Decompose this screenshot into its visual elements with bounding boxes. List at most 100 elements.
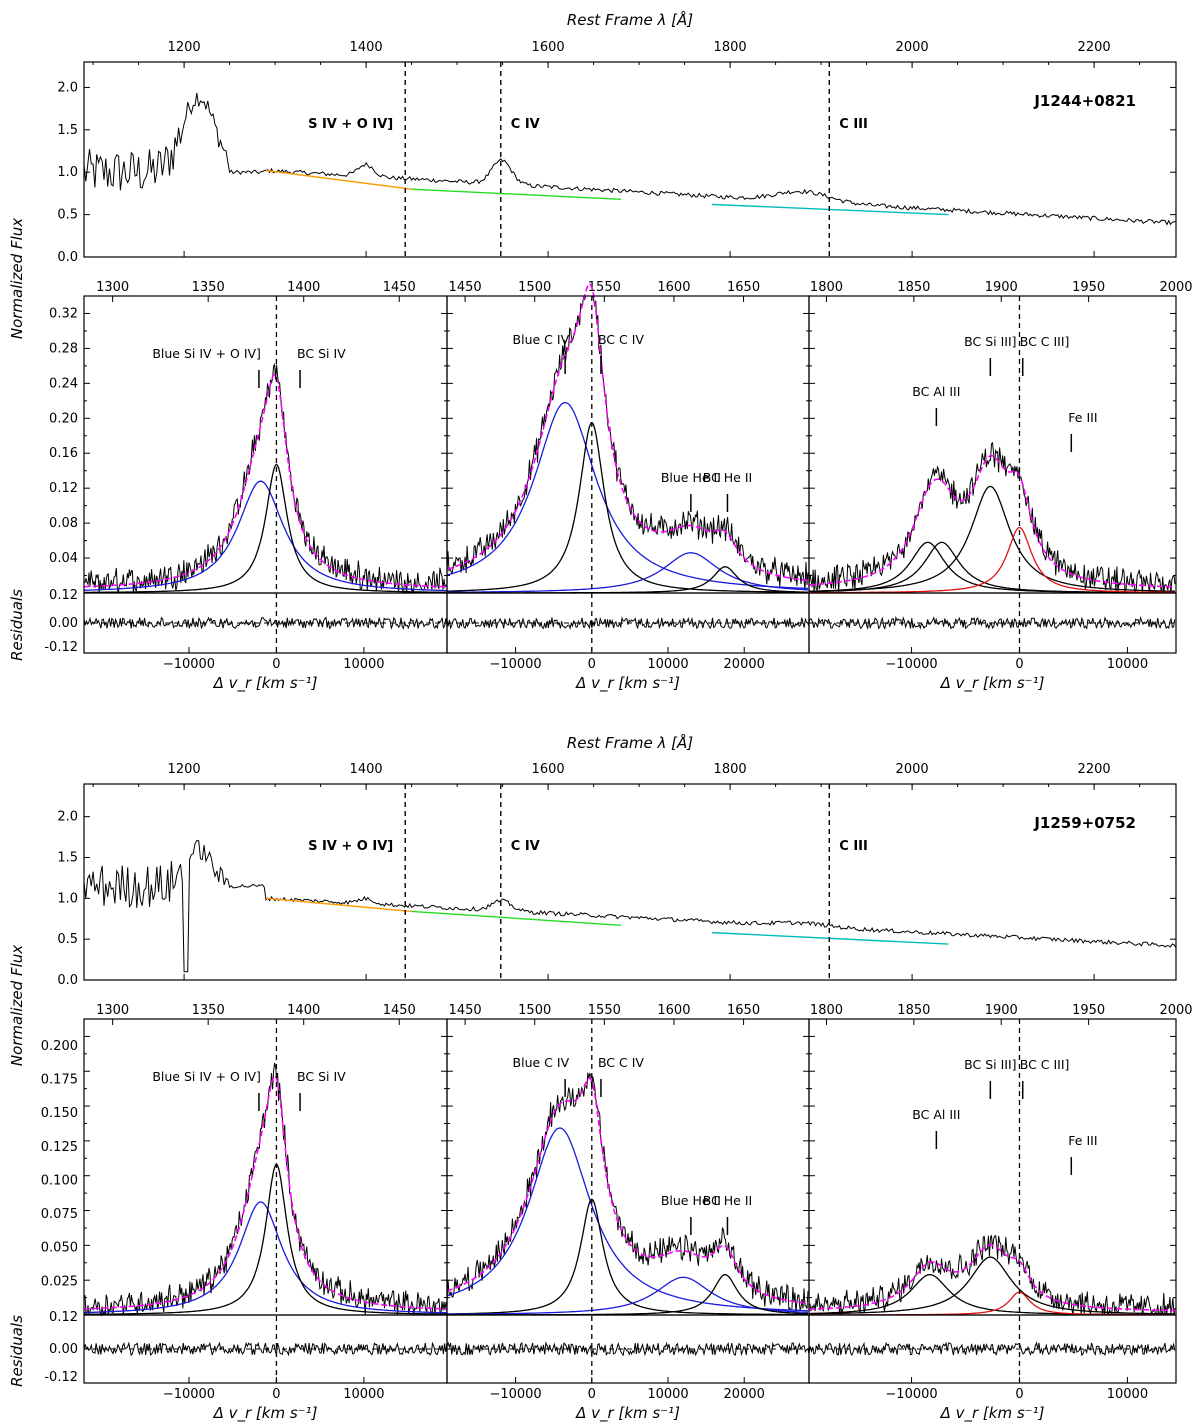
wavelength-tick-label: 1450 xyxy=(449,1003,482,1018)
velocity-tick-label: 10000 xyxy=(647,1387,688,1402)
residual-frame xyxy=(808,592,1177,654)
velocity-tick-label: 20000 xyxy=(724,657,765,672)
component-bc-si-iii- xyxy=(809,1256,1175,1315)
wavelength-tick-label: 1550 xyxy=(588,1003,621,1018)
zoom-panel-CIV: 1450 1500 1550 1600 1650 Blue C IV BC C IV Blue… xyxy=(446,280,810,693)
wavelength-tick-label: 1500 xyxy=(518,1003,551,1018)
wavelength-tick-label: 1800 xyxy=(810,280,843,295)
velocity-tick-label: 0 xyxy=(1015,657,1023,672)
wavelength-tick-label: 1550 xyxy=(588,280,621,295)
y-axis-label: Normalized Flux xyxy=(8,218,26,339)
overview-y-tick-label: 2.0 xyxy=(57,80,78,95)
residual-curve xyxy=(446,616,810,630)
component-bc-c-iv xyxy=(447,1198,808,1316)
top-tick-label: 1600 xyxy=(532,762,565,777)
overview-frame xyxy=(83,61,1177,258)
quasar-name: J1259+0752 xyxy=(1033,814,1136,832)
flux-tick-label: 0.04 xyxy=(49,551,78,566)
top-tick-label: 1200 xyxy=(168,762,201,777)
top-tick-label: 2200 xyxy=(1078,40,1111,55)
flux-tick-label: 0.175 xyxy=(41,1073,78,1088)
residual-tick-label: 0.00 xyxy=(49,616,78,631)
top-tick-label: 1800 xyxy=(714,762,747,777)
velocity-tick-label: 0 xyxy=(272,1387,280,1402)
observed-spectrum xyxy=(83,362,448,594)
velocity-tick-label: −10000 xyxy=(885,1387,937,1402)
overview-y-tick-label: 1.5 xyxy=(57,123,78,138)
residual-tick-label: -0.12 xyxy=(44,640,78,655)
wavelength-tick-label: 1850 xyxy=(897,280,930,295)
line-annotation: Fe III xyxy=(1068,1133,1097,1148)
line-annotation: BC C IV xyxy=(598,1055,644,1070)
continuum-fit-2 xyxy=(411,188,621,201)
component-bc-he-ii xyxy=(447,1274,809,1316)
flux-tick-label: 0.200 xyxy=(41,1039,78,1054)
zoom-frame xyxy=(83,295,448,594)
overview-y-tick-label: 2.0 xyxy=(57,810,78,825)
y-axis-label: Normalized Flux xyxy=(8,945,26,1066)
flux-tick-label: 0.24 xyxy=(49,376,78,391)
flux-tick-label: 0.08 xyxy=(49,516,78,531)
total-fit xyxy=(446,282,809,582)
velocity-axis-label: Δ v_r [km s⁻¹] xyxy=(575,674,680,693)
line-annotation: BC He II xyxy=(703,1193,753,1208)
component-blue-si-iv---o-iv- xyxy=(83,1201,447,1314)
observed-spectrum xyxy=(808,1234,1176,1316)
overview-y-tick-label: 0.5 xyxy=(57,932,78,947)
total-fit xyxy=(84,1075,448,1310)
overview-y-tick-label: 0.0 xyxy=(57,250,78,265)
residual-curve xyxy=(446,1341,810,1357)
residual-curve xyxy=(808,615,1176,631)
velocity-tick-label: 0 xyxy=(1015,1387,1023,1402)
residual-tick-label: 0.12 xyxy=(49,1310,78,1325)
top-tick-label: 2200 xyxy=(1078,762,1111,777)
wavelength-tick-label: 1300 xyxy=(96,280,129,295)
residual-curve xyxy=(83,616,448,630)
zoom-panel-CIII: 1800 1850 1900 1950 2000 BC Al III BC Si III] B… xyxy=(808,280,1193,693)
flux-tick-label: 0.150 xyxy=(41,1106,78,1121)
component-bc xyxy=(84,463,447,594)
component-bc-c-iii- xyxy=(809,526,1175,594)
region-label: S IV + O IV] xyxy=(308,117,393,132)
zoom-panel-CIV: 1450 1500 1550 1600 1650 Blue C IV BC C IV Blue… xyxy=(446,1003,810,1423)
total-fit xyxy=(84,373,447,588)
top-tick-label: 1800 xyxy=(714,40,747,55)
component-bc xyxy=(84,1163,447,1315)
flux-tick-label: 0.12 xyxy=(49,481,78,496)
top-tick-label: 2000 xyxy=(896,40,929,55)
top-tick-label: 1400 xyxy=(350,762,383,777)
line-annotation: BC Si IV xyxy=(297,1069,346,1084)
velocity-axis-label: Δ v_r [km s⁻¹] xyxy=(213,1404,318,1423)
line-annotation: Fe III xyxy=(1068,410,1097,425)
wavelength-tick-label: 1600 xyxy=(657,1003,690,1018)
line-annotation: BC Al III xyxy=(912,384,960,399)
wavelength-tick-label: 2000 xyxy=(1159,1003,1192,1018)
velocity-axis-label: Δ v_r [km s⁻¹] xyxy=(940,1404,1045,1423)
observed-spectrum xyxy=(808,441,1176,594)
velocity-tick-label: 20000 xyxy=(724,1387,765,1402)
top-tick-label: 2000 xyxy=(896,762,929,777)
wavelength-tick-label: 1650 xyxy=(727,1003,760,1018)
flux-tick-label: 0.100 xyxy=(41,1173,78,1188)
wavelength-tick-label: 1400 xyxy=(287,1003,320,1018)
zoom-panel-SiIV: 1300 1350 1400 1450 0.04 0.08 0.12 0.16 0.20 0.24… xyxy=(49,280,448,693)
figure-block-1: Rest Frame λ [Å] 1200 1400 1600 1800 2000 2200… xyxy=(8,10,1193,693)
wavelength-tick-label: 1950 xyxy=(1072,280,1105,295)
flux-tick-label: 0.125 xyxy=(41,1140,78,1155)
overview-y-tick-label: 0.5 xyxy=(57,208,78,223)
line-annotation: BC Si III] xyxy=(964,1057,1016,1072)
wavelength-tick-label: 1900 xyxy=(985,280,1018,295)
line-annotation: Blue C IV xyxy=(513,332,570,347)
component-bc-c-iv xyxy=(447,421,809,593)
line-annotation: BC Si IV xyxy=(297,346,346,361)
velocity-tick-label: 0 xyxy=(272,657,280,672)
component-bc-he-ii xyxy=(447,566,808,594)
flux-tick-label: 0.050 xyxy=(41,1241,78,1256)
top-x-axis-label: Rest Frame λ [Å] xyxy=(567,10,693,29)
region-label: C IV xyxy=(511,117,540,132)
line-annotation: Blue Si IV + O IV] xyxy=(152,346,261,361)
figure-block-2: Rest Frame λ [Å] 1200 1400 1600 1800 2000 2200… xyxy=(8,733,1193,1423)
velocity-tick-label: 10000 xyxy=(343,1387,384,1402)
region-label: S IV + O IV] xyxy=(308,839,393,854)
residual-tick-label: 0.12 xyxy=(49,588,78,603)
